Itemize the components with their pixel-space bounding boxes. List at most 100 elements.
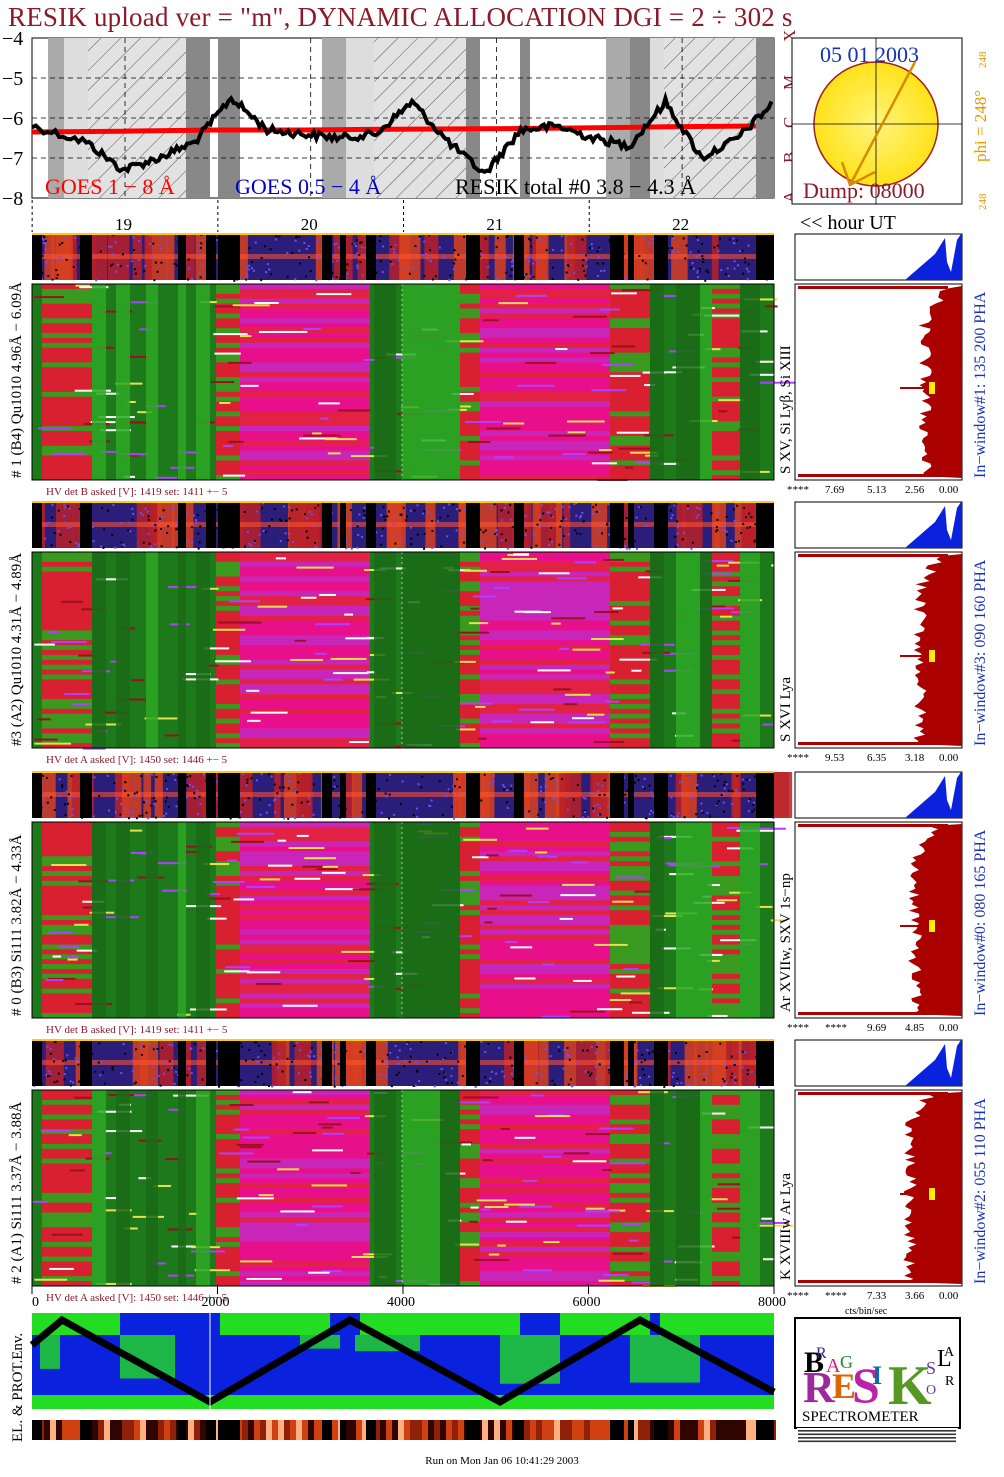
spectrum-noise xyxy=(565,796,568,799)
spectrum-noise xyxy=(298,249,301,252)
pha-histogram xyxy=(905,772,962,818)
spectrum-noise xyxy=(495,533,498,536)
spectrum-noise xyxy=(124,781,127,784)
spectrum-noise xyxy=(385,795,388,798)
heatmap-streak xyxy=(258,331,293,334)
spectrum-noise xyxy=(309,1071,312,1074)
spectrum-noise xyxy=(78,1080,81,1083)
logo-fine-print xyxy=(798,1433,956,1436)
spectrum-noise xyxy=(259,1061,262,1064)
spectrum-noise xyxy=(635,516,638,519)
heatmap-cell xyxy=(216,875,240,882)
spectrum-noise xyxy=(313,1055,316,1058)
spectrum-noise xyxy=(524,1057,527,1060)
heatmap-cell xyxy=(610,1139,650,1145)
spectrum-noise xyxy=(589,791,592,794)
strip-gap xyxy=(178,1040,186,1086)
spectrum-noise xyxy=(117,263,120,266)
spectrum-noise xyxy=(678,781,681,784)
heatmap-green-column xyxy=(700,822,712,1018)
heatmap-cell xyxy=(712,689,740,695)
heatmap-cell xyxy=(480,713,610,720)
spectrum-noise xyxy=(719,1042,722,1045)
heatmap-streak xyxy=(494,456,514,459)
heatmap-cell xyxy=(712,1008,740,1014)
spectrum-noise xyxy=(645,524,648,527)
heatmap-streak xyxy=(184,851,204,854)
spectrum-noise xyxy=(649,1083,652,1086)
temperature-strip-cell xyxy=(572,1420,578,1440)
heatmap-cell xyxy=(240,552,370,558)
spectrum-noise xyxy=(278,518,281,521)
heatmap-cell xyxy=(712,915,740,921)
spectrum-noise xyxy=(268,525,271,528)
strip-gap xyxy=(218,772,240,818)
heatmap-cell xyxy=(480,728,610,734)
heatmap-cell xyxy=(480,460,610,466)
spectrum-noise xyxy=(248,264,251,267)
spectrum-noise xyxy=(61,1059,64,1062)
spectrum-strip-line xyxy=(32,522,774,527)
spectrum-noise xyxy=(562,535,565,538)
heatmap-cell xyxy=(42,895,92,901)
spectrum-noise xyxy=(448,278,451,281)
heatmap-cell xyxy=(610,308,650,314)
spectrum-noise xyxy=(505,236,508,239)
heatmap-cell xyxy=(480,1246,610,1253)
spectrum-noise xyxy=(306,517,309,520)
heatmap-streak xyxy=(246,1277,282,1280)
heatmap-streak xyxy=(622,289,660,292)
spectrum-noise xyxy=(248,1048,251,1051)
spectrum-noise xyxy=(172,773,175,776)
spectrum-noise xyxy=(240,1079,243,1082)
heatmap-cell xyxy=(216,435,240,442)
heatmap-cell xyxy=(240,1232,370,1238)
heatmap-green-column xyxy=(196,1090,210,1286)
heatmap-cell xyxy=(480,1003,610,1009)
spectrum-noise xyxy=(535,544,538,547)
spectrum-noise xyxy=(268,804,271,807)
spectrum-noise xyxy=(500,519,503,522)
heatmap-cell xyxy=(216,851,240,857)
heatmap-streak xyxy=(559,647,570,650)
spectrum-noise xyxy=(438,246,441,249)
spectrum-noise xyxy=(553,796,556,799)
heatmap-cell xyxy=(240,650,370,656)
heatmap-streak xyxy=(616,876,645,879)
spectrum-noise xyxy=(69,541,72,544)
heatmap-cell xyxy=(610,831,650,838)
spectrum-noise xyxy=(671,235,674,238)
rate-histogram-bottom-spike xyxy=(798,1012,948,1015)
heatmap-cell xyxy=(42,377,92,383)
spectrum-noise xyxy=(695,813,698,816)
heatmap-cell xyxy=(42,313,92,319)
heatmap-cell xyxy=(712,846,740,852)
spectrum-noise xyxy=(297,1072,300,1075)
heatmap-cell xyxy=(240,973,370,980)
heatmap-cell xyxy=(216,601,240,607)
heatmap-streak xyxy=(757,1221,790,1224)
temperature-strip-cell xyxy=(698,1420,704,1440)
spectrum-noise xyxy=(278,235,281,238)
heatmap-streak xyxy=(315,652,327,655)
heatmap-streak xyxy=(318,1123,342,1126)
heatmap-cell xyxy=(712,699,740,705)
spectrum-noise xyxy=(582,259,585,262)
spectrum-noise xyxy=(46,1075,49,1078)
heatmap-streak xyxy=(548,434,586,437)
heatmap-cell xyxy=(42,836,92,843)
sun-panel: 05 01 2003 Dump: 08000 phi = 248° 248 24… xyxy=(791,37,990,210)
heatmap-cell xyxy=(240,1013,370,1019)
heatmap-cell xyxy=(42,1139,92,1145)
heatmap-cell xyxy=(42,1008,92,1014)
spectrum-noise xyxy=(362,509,365,512)
heatmap-cell xyxy=(712,723,740,729)
heatmap-cell xyxy=(42,1207,92,1213)
heatmap-cell xyxy=(610,293,650,300)
heatmap-streak xyxy=(152,1262,167,1265)
spectral-lines-label: S XVI Lya xyxy=(778,677,794,742)
heatmap-streak xyxy=(638,576,662,579)
detector-panel-2: # 0 (B3) Si111 3.82Å − 4.33Å Ar XVIIw, SX… xyxy=(9,771,989,1036)
spectrum-noise xyxy=(263,1054,266,1057)
spectrum-noise xyxy=(363,1050,366,1053)
